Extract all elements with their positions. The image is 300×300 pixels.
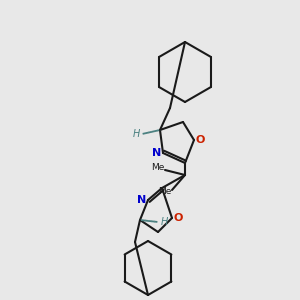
Text: Me: Me: [151, 164, 165, 172]
Text: H: H: [132, 129, 140, 139]
Text: Me: Me: [158, 188, 172, 196]
Text: O: O: [195, 135, 205, 145]
Text: N: N: [137, 195, 147, 205]
Text: H: H: [160, 217, 168, 227]
Text: O: O: [173, 213, 183, 223]
Text: N: N: [152, 148, 162, 158]
